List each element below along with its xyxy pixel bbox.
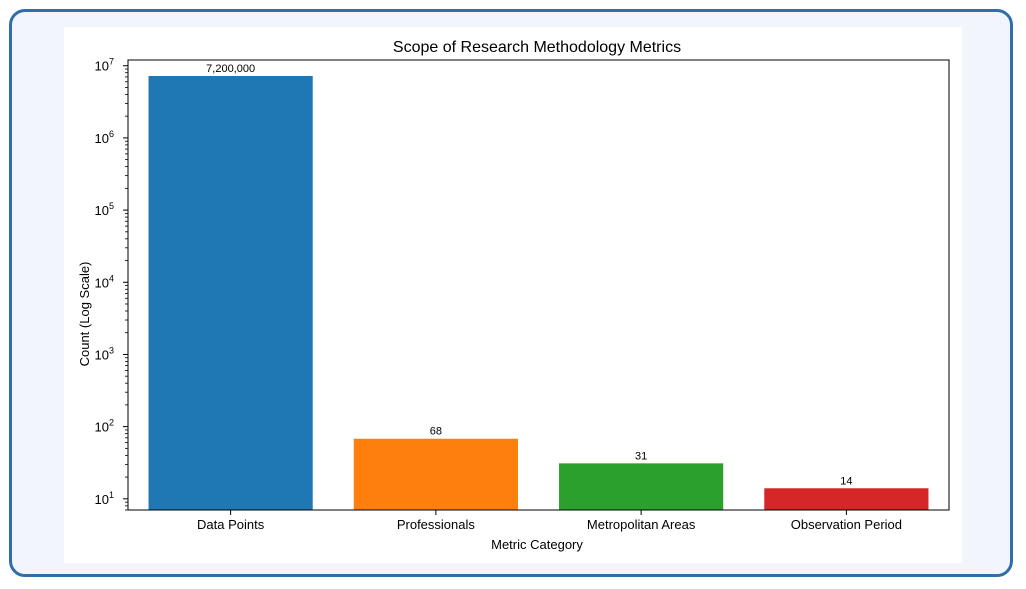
x-tick-label: Data Points [197,517,265,532]
plot-area: 7,200,000 Data Points 68 Professionals 31 Met… [95,57,950,532]
y-tick-label: 102 [95,418,114,435]
bar-professionals [353,438,518,510]
chart-title: Scope of Research Methodology Metrics [393,39,681,56]
chart-panel: Scope of Research Methodology Metrics 7,… [64,27,962,563]
y-tick-label: 107 [95,57,114,74]
x-axis-label: Metric Category [491,537,583,552]
y-tick-label: 103 [95,345,114,362]
y-tick-label: 106 [95,129,114,146]
bar-chart: Scope of Research Methodology Metrics 7,… [77,39,950,552]
bar-value-label: 7,200,000 [206,63,255,75]
y-tick-label: 105 [95,201,114,218]
x-tick-label: Metropolitan Areas [587,517,696,532]
bar-value-label: 31 [635,450,647,462]
bar-data-points [148,76,313,511]
plot-frame [127,59,950,511]
bar-observation-period [764,488,929,510]
bar-metropolitan-areas [559,463,724,510]
x-tick-label: Observation Period [791,517,902,532]
y-axis-label: Count (Log Scale) [77,262,92,367]
bar-value-label: 68 [430,426,442,438]
y-tick-label: 104 [95,273,114,290]
y-tick-label: 101 [95,490,114,507]
bar-value-label: 14 [840,475,852,487]
x-tick-label: Professionals [397,517,476,532]
